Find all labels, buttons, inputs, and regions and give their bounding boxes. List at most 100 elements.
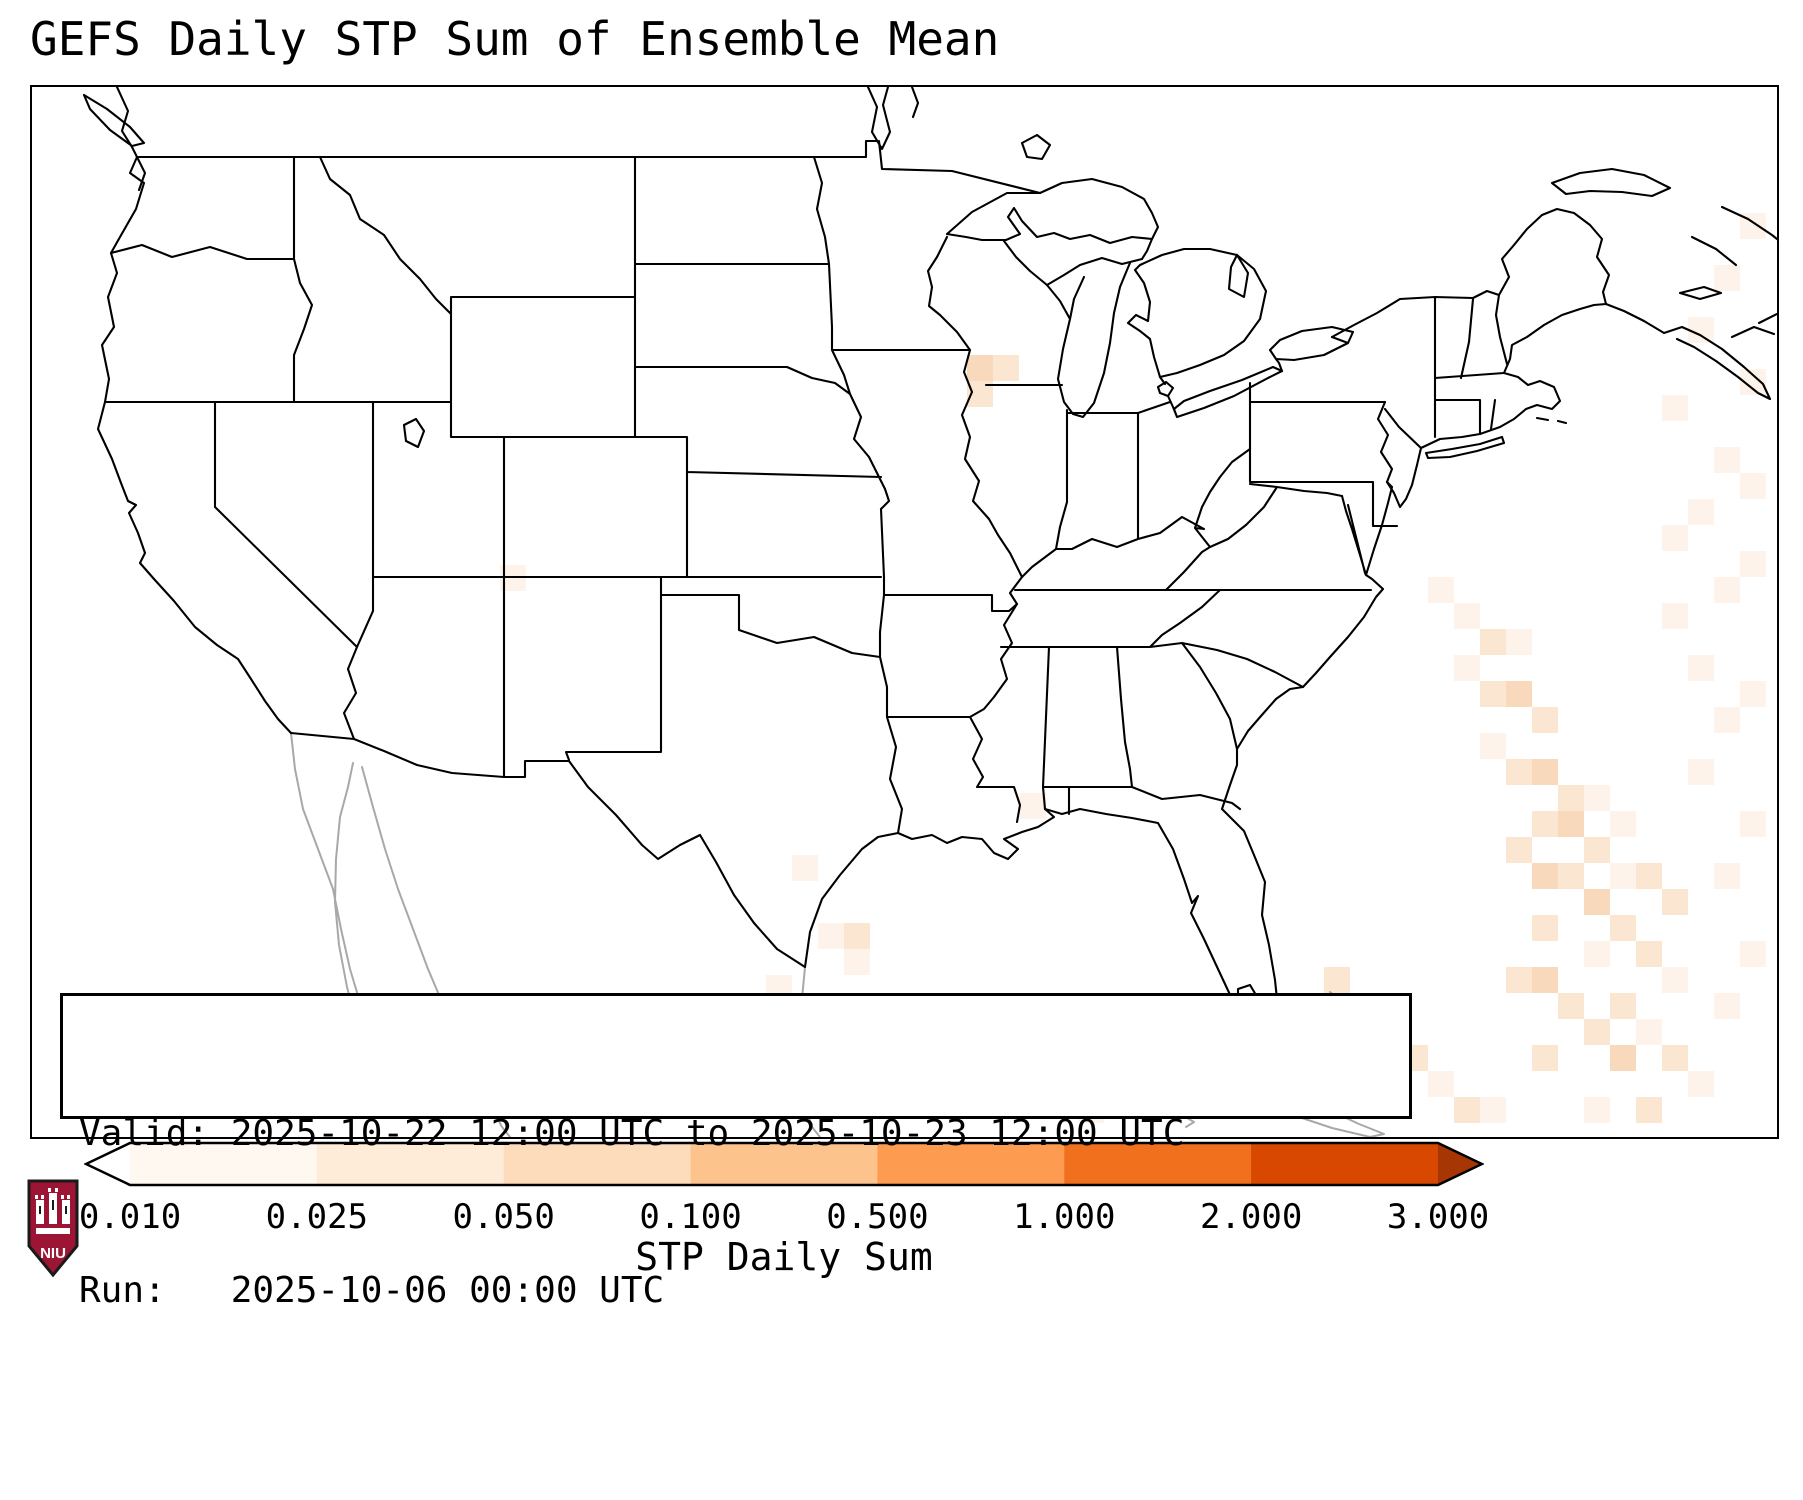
- lake-michigan-outline: [1045, 256, 1144, 419]
- stp-cell: [1532, 759, 1558, 785]
- stp-cell: [1740, 681, 1766, 707]
- lake-ontario-outline: [1268, 325, 1355, 373]
- stp-cell: [1610, 863, 1636, 889]
- atlantic-coastline: [1220, 302, 1608, 1051]
- stp-shading-cells: [500, 213, 1766, 1123]
- stp-cell: [1506, 759, 1532, 785]
- niu-shield-icon: NIU: [27, 1179, 79, 1278]
- stp-cell: [1714, 265, 1740, 291]
- niu-logo-text: NIU: [40, 1245, 66, 1262]
- stp-cell: [1688, 499, 1714, 525]
- stp-cell: [1532, 1045, 1558, 1071]
- niu-logo: NIU: [26, 1178, 80, 1278]
- colorbar-segment: [690, 1143, 879, 1185]
- stp-cell: [1480, 681, 1506, 707]
- stp-cell: [1688, 655, 1714, 681]
- stp-cell: [844, 949, 870, 975]
- state-borders-plains: [103, 155, 972, 741]
- stp-cell: [1558, 785, 1584, 811]
- colorbar-label: STP Daily Sum: [635, 1235, 933, 1279]
- stp-cell: [1662, 967, 1688, 993]
- colorbar-tick-label: 3.000: [1386, 1197, 1490, 1237]
- colorbar-segment: [316, 1143, 505, 1185]
- colorbar: 0.010 0.025 0.050 0.100 0.500 1.000 2.000 3.000…: [79, 1141, 1489, 1279]
- stp-cell: [1532, 707, 1558, 733]
- info-box: Valid: 2025-10-22 12:00 UTC to 2025-10-2…: [60, 993, 1412, 1311]
- stp-cell: [1454, 655, 1480, 681]
- valid-time-text: Valid: 2025-10-22 12:00 UTC to 2025-10-2…: [79, 1113, 1185, 1155]
- stp-cell: [1584, 1019, 1610, 1045]
- stp-cell: [1714, 863, 1740, 889]
- colorbar-segment: [877, 1143, 1065, 1185]
- stp-cell: [1506, 629, 1532, 655]
- stp-cell: [1610, 993, 1636, 1019]
- stp-cell: [1662, 889, 1688, 915]
- stp-cell: [1662, 395, 1688, 421]
- stp-cell: [1558, 811, 1584, 837]
- stp-cell: [818, 923, 844, 949]
- stp-cell: [993, 355, 1019, 381]
- stp-cell: [1714, 447, 1740, 473]
- colorbar-gradient: [83, 1141, 1485, 1187]
- stp-cell: [1480, 629, 1506, 655]
- stp-cell: [1662, 1045, 1688, 1071]
- stp-cell: [967, 355, 993, 381]
- colorbar-ticks: 0.010 0.025 0.050 0.100 0.500 1.000 2.000 3.000: [79, 1191, 1489, 1237]
- run-time-text: Run: 2025-10-06 00:00 UTC: [79, 1269, 665, 1311]
- stp-cell: [1324, 967, 1350, 993]
- lake-superior-outline: [945, 177, 1160, 261]
- stp-cell: [1636, 1019, 1662, 1045]
- stp-cell: [1610, 915, 1636, 941]
- stp-cell: [1454, 603, 1480, 629]
- stp-cell: [1584, 785, 1610, 811]
- stp-cell: [1428, 1071, 1454, 1097]
- stp-cell: [1454, 1097, 1480, 1123]
- inland-lakes-outline: [402, 417, 1258, 1005]
- stp-cell: [1558, 863, 1584, 889]
- mississippi-river-border: [926, 235, 1024, 719]
- red-river-border: [812, 155, 831, 266]
- colorbar-segment: [130, 1143, 318, 1185]
- mexico-border-line: [289, 731, 807, 969]
- lake-erie-outline: [1156, 365, 1284, 419]
- canada-maritime-coastline: [1550, 167, 1777, 401]
- stp-cell: [1714, 707, 1740, 733]
- stp-cell: [1428, 577, 1454, 603]
- colorbar-tick-label: 0.010: [78, 1197, 182, 1237]
- colorbar-tick-label: 1.000: [1013, 1197, 1116, 1237]
- colorbar-segment: [503, 1143, 692, 1185]
- colorbar-tick-label: 0.050: [452, 1197, 555, 1237]
- stp-cell: [1688, 1071, 1714, 1097]
- stp-cell: [1506, 837, 1532, 863]
- stp-cell: [1506, 967, 1532, 993]
- stp-cell: [1584, 1097, 1610, 1123]
- stp-cell: [844, 923, 870, 949]
- map-frame: Valid: 2025-10-22 12:00 UTC to 2025-10-2…: [30, 85, 1779, 1311]
- canada-border-line: [135, 139, 1042, 195]
- us-map: [82, 87, 1777, 1137]
- stp-cell: [792, 855, 818, 881]
- state-borders-south: [968, 588, 1373, 824]
- lake-huron-outline: [1126, 247, 1268, 379]
- colorbar-tick-label: 0.100: [639, 1197, 742, 1237]
- stp-cell: [1740, 811, 1766, 837]
- stp-cell: [1532, 811, 1558, 837]
- stp-cell: [1610, 1045, 1636, 1071]
- stp-cell: [1740, 551, 1766, 577]
- stp-cell: [1584, 837, 1610, 863]
- stp-cell: [1740, 941, 1766, 967]
- state-borders-midwest: [984, 239, 1344, 592]
- colorbar-over-arrow: [1438, 1143, 1482, 1185]
- colorbar-tick-label: 0.500: [826, 1197, 929, 1237]
- stp-cell: [1662, 603, 1688, 629]
- stp-cell: [1480, 1097, 1506, 1123]
- colorbar-tick-label: 2.000: [1199, 1197, 1303, 1237]
- stp-cell: [1532, 915, 1558, 941]
- stp-cell: [1480, 733, 1506, 759]
- canada-west-coastline: [82, 87, 1052, 161]
- stp-cell: [1610, 811, 1636, 837]
- stp-cell: [1584, 941, 1610, 967]
- stp-cell: [1688, 317, 1714, 343]
- stp-cell: [1532, 863, 1558, 889]
- stp-cell: [1506, 681, 1532, 707]
